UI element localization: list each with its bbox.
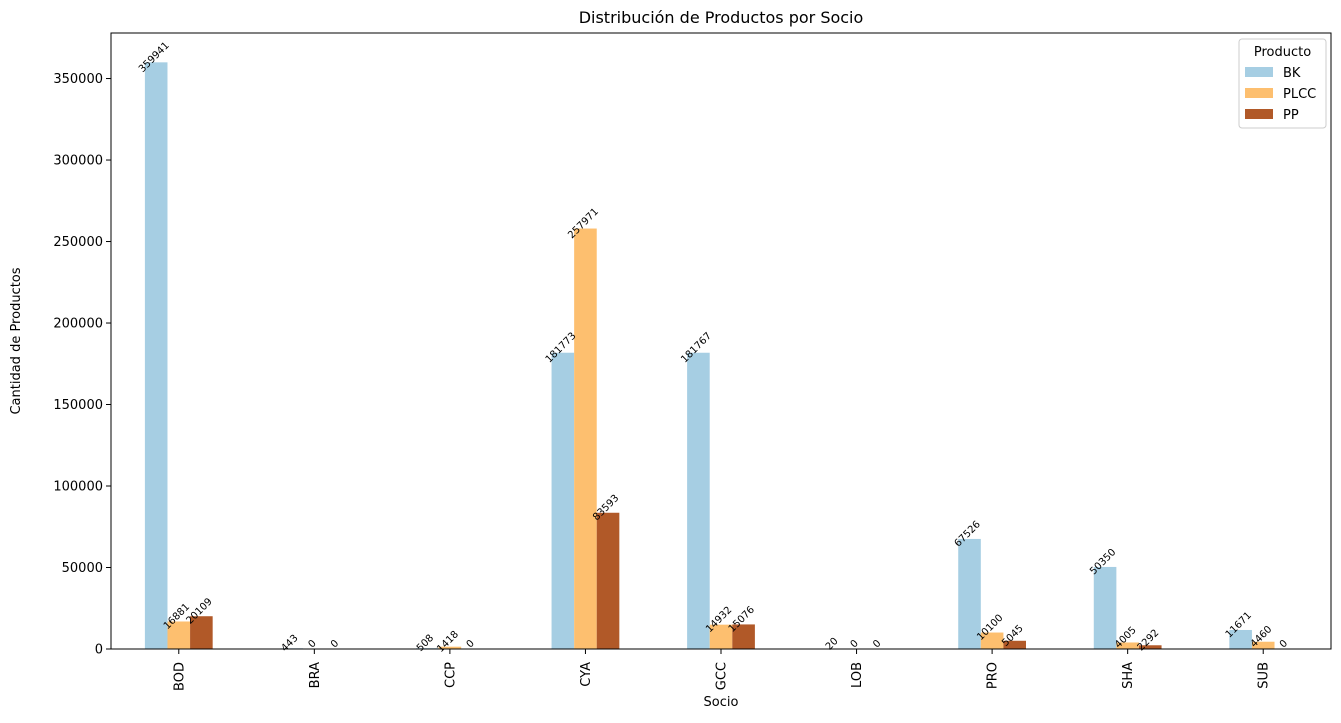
y-tick-label: 0 [95,643,103,658]
x-tick-label: GCC [715,662,730,690]
bar-bk-sha [1094,567,1117,649]
y-tick-label: 150000 [53,398,103,413]
x-tick-label: SHA [1121,662,1136,689]
x-tick-label: CCP [443,662,458,688]
bar-bk-cya [552,353,575,649]
x-tick-label: BOD [172,662,187,691]
y-axis-title: Cantidad de Productos [9,267,24,414]
bar-pp-cya [597,513,620,649]
plot-frame [111,33,1331,649]
y-tick-label: 100000 [53,480,103,495]
bar-bk-bod [145,62,168,649]
data-label: 1418 [435,629,461,655]
y-tick-label: 50000 [62,561,103,576]
data-label: 508 [415,633,436,654]
y-tick-label: 200000 [53,317,103,332]
y-tick-label: 350000 [53,72,103,87]
x-tick-label: CYA [579,662,594,687]
chart-title: Distribución de Productos por Socio [579,8,864,27]
legend-swatch-bk [1245,67,1273,77]
x-tick-label: PRO [986,662,1001,689]
bar-bk-gcc [687,353,710,649]
legend-label-bk: BK [1283,66,1301,81]
data-label: 20 [824,636,841,653]
data-label: 2292 [1136,628,1162,654]
y-tick-label: 250000 [53,235,103,250]
bar-plcc-cya [574,229,597,649]
legend-label-plcc: PLCC [1283,87,1316,102]
x-axis: BOD BRA CCP CYA GCC LOB PRO SHA SUB [172,649,1271,691]
legend-title: Producto [1254,45,1311,60]
legend: Producto BK PLCC PP [1239,39,1326,128]
y-tick-label: 300000 [53,154,103,169]
x-tick-label: SUB [1257,662,1272,689]
legend-label-pp: PP [1283,108,1299,123]
data-label: 443 [279,633,300,654]
legend-swatch-plcc [1245,88,1273,98]
x-tick-label: BRA [308,662,323,688]
y-axis: 0 50000 100000 150000 200000 250000 300000 3500… [53,72,111,657]
x-axis-title: Socio [704,695,739,710]
x-tick-label: LOB [850,662,865,688]
legend-swatch-pp [1245,109,1273,119]
